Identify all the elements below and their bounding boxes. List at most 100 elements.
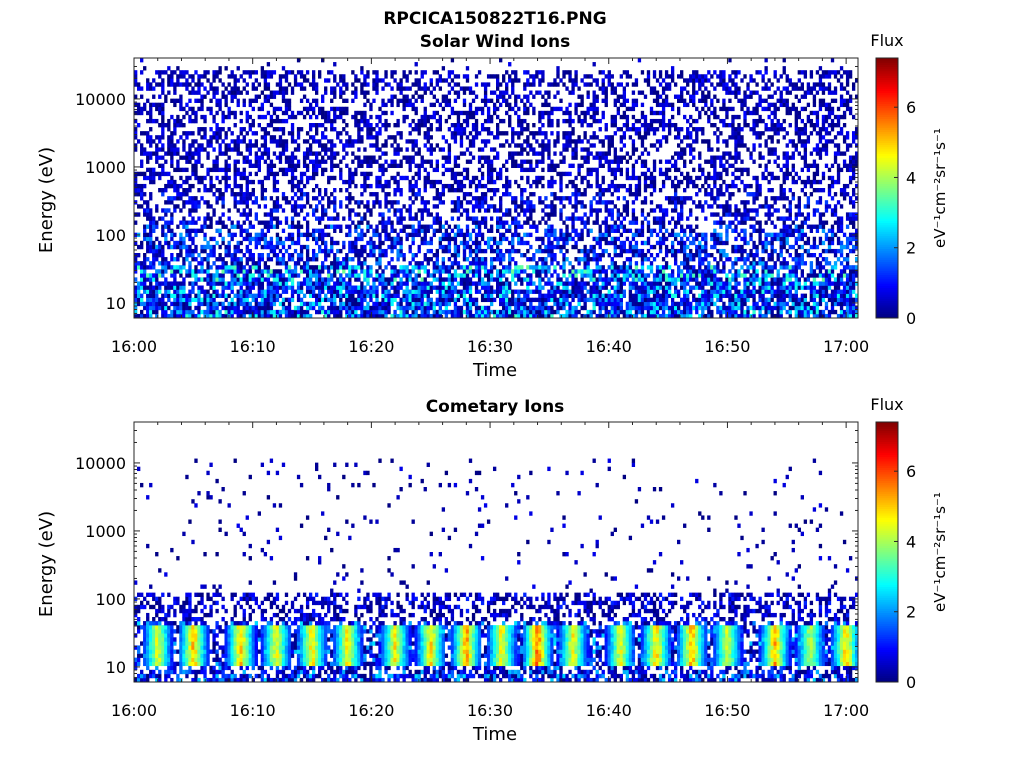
flux-cell	[480, 192, 485, 197]
flux-cell	[318, 220, 322, 225]
flux-cell	[363, 248, 367, 254]
flux-cell	[227, 232, 231, 238]
flux-cell	[242, 70, 246, 75]
flux-cell	[444, 285, 449, 290]
flux-cell	[517, 114, 521, 120]
flux-cell	[342, 127, 346, 132]
flux-cell	[146, 110, 150, 116]
flux-cell	[333, 228, 337, 233]
flux-cell	[456, 183, 461, 189]
flux-cell	[511, 135, 515, 140]
flux-cell	[333, 301, 337, 307]
flux-cell	[411, 102, 415, 108]
flux-cell	[227, 240, 231, 246]
flux-cell	[351, 309, 355, 315]
flux-cell	[529, 216, 533, 221]
flux-cell	[351, 220, 355, 225]
flux-cell	[489, 269, 494, 274]
flux-cell	[399, 240, 403, 246]
flux-cell	[390, 220, 394, 225]
flux-cell	[236, 139, 240, 144]
flux-cell	[324, 208, 328, 213]
flux-cell	[149, 224, 153, 229]
flux-cell	[194, 305, 198, 311]
flux-cell	[233, 175, 237, 181]
flux-cell	[321, 265, 325, 270]
flux-cell	[209, 82, 213, 87]
flux-cell	[520, 143, 524, 148]
flux-cell	[278, 269, 283, 274]
flux-cell	[541, 216, 545, 221]
flux-cell	[408, 293, 412, 298]
flux-cell	[405, 159, 409, 164]
flux-cell	[327, 70, 331, 75]
flux-cell	[529, 82, 533, 87]
flux-cell	[447, 188, 452, 193]
flux-cell	[305, 224, 310, 229]
flux-cell	[173, 127, 177, 132]
flux-cell	[517, 220, 521, 225]
flux-cell	[420, 94, 424, 99]
flux-cell	[538, 309, 542, 315]
flux-cell	[462, 248, 467, 254]
flux-cell	[236, 86, 240, 91]
flux-cell	[390, 244, 394, 250]
flux-cell	[158, 94, 162, 99]
flux-cell	[489, 257, 494, 262]
flux-cell	[550, 289, 554, 294]
flux-cell	[402, 86, 406, 91]
flux-cell	[164, 305, 168, 311]
flux-cell	[149, 171, 153, 177]
spectrogram	[134, 58, 859, 319]
flux-cell	[517, 240, 521, 246]
flux-cell	[486, 155, 491, 160]
flux-cell	[339, 313, 343, 319]
flux-cell	[381, 163, 385, 168]
flux-cell	[296, 313, 301, 319]
flux-cell	[396, 269, 400, 274]
flux-cell	[188, 159, 192, 164]
flux-cell	[363, 82, 367, 87]
flux-cell	[499, 200, 503, 205]
flux-cell	[417, 192, 421, 197]
flux-cell	[520, 289, 524, 294]
flux-cell	[149, 248, 153, 254]
flux-cell	[248, 171, 252, 177]
flux-cell	[402, 281, 406, 286]
flux-cell	[333, 289, 337, 294]
flux-cell	[293, 147, 298, 152]
flux-cell	[378, 131, 382, 136]
flux-cell	[275, 281, 280, 286]
flux-cell	[206, 273, 210, 278]
flux-cell	[269, 224, 274, 229]
flux-cell	[215, 228, 219, 233]
flux-cell	[167, 179, 171, 185]
flux-cell	[269, 301, 274, 307]
flux-cell	[354, 273, 358, 278]
flux-cell	[553, 285, 557, 290]
flux-cell	[197, 159, 201, 164]
flux-cell	[520, 208, 524, 213]
flux-cell	[538, 220, 542, 225]
flux-cell	[251, 257, 255, 262]
flux-cell	[330, 265, 334, 270]
flux-cell	[296, 147, 301, 152]
flux-cell	[544, 297, 548, 303]
flux-cell	[351, 289, 355, 294]
flux-cell	[161, 232, 165, 238]
flux-cell	[227, 293, 231, 298]
flux-cell	[345, 293, 349, 298]
flux-cell	[432, 232, 436, 238]
flux-cell	[188, 183, 192, 189]
flux-cell	[568, 74, 572, 79]
flux-cell	[402, 297, 406, 303]
flux-cell	[191, 74, 195, 79]
flux-cell	[474, 301, 479, 307]
flux-cell	[441, 163, 446, 168]
flux-cell	[293, 139, 298, 144]
flux-cell	[492, 102, 497, 108]
flux-cell	[586, 273, 590, 278]
flux-cell	[281, 66, 286, 71]
flux-cell	[396, 293, 400, 298]
flux-cell	[245, 114, 249, 120]
